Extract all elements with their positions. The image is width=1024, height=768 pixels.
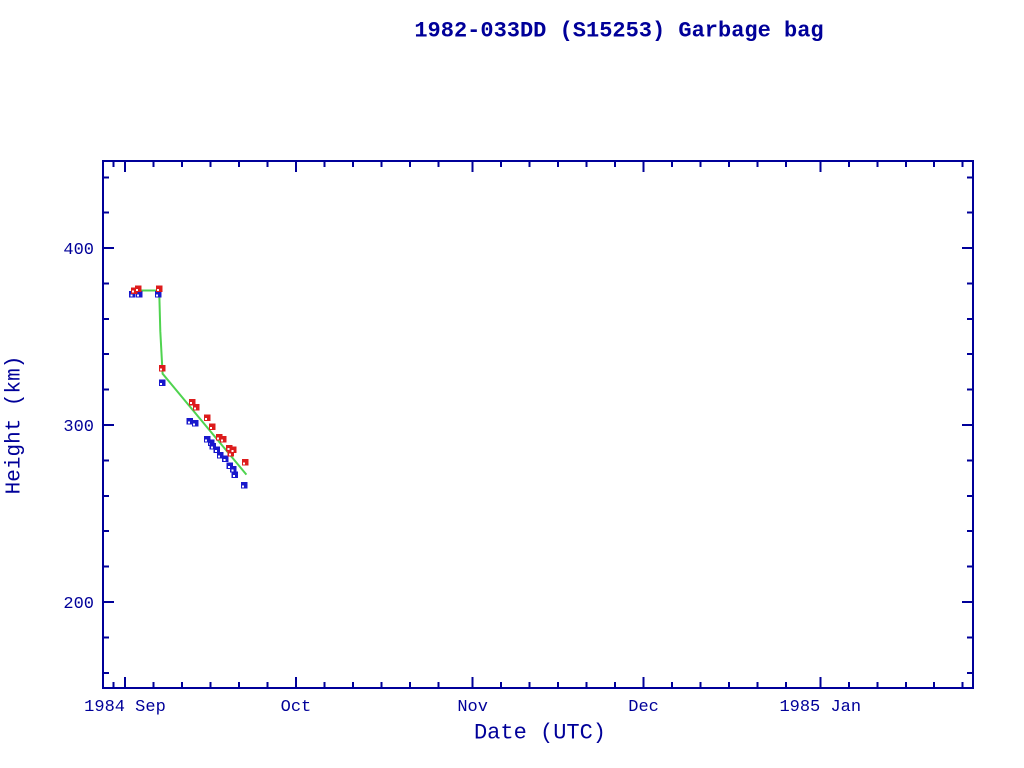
chart-title: 1982-033DD (S15253) Garbage bag	[414, 18, 824, 44]
data-point-marker	[203, 414, 211, 422]
data-point-marker	[230, 466, 237, 473]
marker-notch	[227, 448, 230, 451]
data-point-marker	[158, 365, 166, 372]
marker-notch	[232, 474, 235, 477]
marker-notch	[156, 294, 159, 297]
marker-notch	[190, 402, 193, 405]
marker-notch	[228, 453, 231, 456]
data-point-marker	[135, 290, 143, 298]
data-point-marker	[241, 458, 249, 466]
marker-notch	[160, 368, 163, 371]
marker-notch	[217, 437, 220, 440]
data-point-marker	[188, 398, 196, 406]
marker-notch	[243, 462, 246, 465]
data-point-marker	[158, 379, 166, 386]
data-point-marker	[129, 290, 136, 298]
marker-notch	[231, 450, 234, 453]
perigee-height-series	[129, 290, 248, 489]
data-point-marker	[216, 451, 224, 459]
data-point-marker	[215, 434, 223, 441]
marker-notch	[231, 469, 234, 472]
marker-notch	[223, 458, 226, 461]
marker-notch	[137, 294, 140, 297]
marker-notch	[205, 439, 208, 442]
y-axis-ticks: 200 300 400	[63, 176, 973, 674]
x-tick-label: Dec	[628, 698, 659, 717]
data-point-marker	[192, 404, 200, 411]
x-axis-ticks: 1984 Sep Oct Nov Dec 1985 Jan	[84, 161, 964, 717]
data-point-marker	[226, 462, 234, 469]
x-tick-label: 1984 Sep	[84, 698, 166, 717]
data-point-marker	[207, 439, 215, 446]
marker-notch	[227, 465, 230, 468]
marker-notch	[210, 446, 213, 449]
marker-notch	[242, 485, 245, 488]
y-tick-label: 400	[63, 241, 94, 260]
x-tick-label: Oct	[281, 698, 312, 717]
data-point-marker	[231, 471, 239, 478]
data-point-marker	[213, 446, 221, 454]
y-tick-label: 300	[63, 418, 94, 437]
data-point-marker	[222, 455, 229, 462]
marker-notch	[132, 290, 135, 293]
y-tick-label: 200	[63, 595, 94, 614]
marker-notch	[205, 418, 208, 421]
marker-notch	[157, 288, 160, 291]
data-point-marker	[230, 446, 237, 454]
marker-notch	[210, 427, 213, 430]
axes-frame	[102, 160, 974, 689]
data-point-marker	[130, 287, 138, 294]
marker-notch	[221, 439, 224, 442]
data-point-marker	[134, 285, 142, 293]
data-point-marker	[227, 450, 235, 457]
data-point-marker	[191, 420, 199, 427]
data-point-marker	[208, 423, 216, 431]
data-point-marker	[203, 435, 211, 443]
data-point-marker	[155, 285, 163, 293]
data-point-marker	[240, 481, 248, 489]
trend-line	[138, 289, 248, 476]
marker-notch	[160, 382, 163, 385]
data-point-marker	[209, 443, 217, 450]
marker-notch	[187, 421, 190, 424]
data-point-marker	[219, 435, 227, 443]
marker-notch	[136, 288, 139, 291]
x-tick-label: Nov	[457, 698, 488, 717]
marker-notch	[194, 407, 197, 410]
data-point-marker	[186, 418, 194, 425]
x-axis-label: Date (UTC)	[473, 720, 607, 746]
marker-notch	[218, 455, 221, 458]
marker-notch	[193, 423, 196, 426]
x-tick-label: 1985 Jan	[779, 698, 861, 717]
data-point-marker	[226, 444, 233, 452]
data-point-marker	[154, 290, 162, 298]
apogee-height-series	[130, 285, 249, 466]
marker-notch	[130, 294, 133, 297]
marker-notch	[214, 450, 217, 453]
